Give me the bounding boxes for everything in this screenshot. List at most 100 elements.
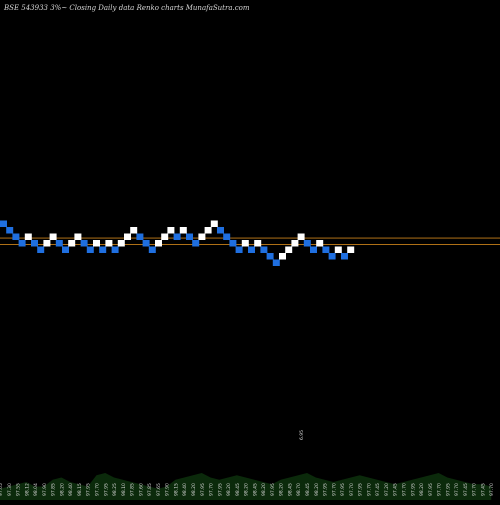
brick-13 (80, 240, 88, 247)
volume-annotation: 6.95 (299, 430, 305, 440)
volume-label-2: 97.55 (16, 483, 22, 496)
volume-label-50: 97.70 (437, 483, 443, 496)
volume-label-8: 98.40 (68, 483, 74, 496)
volume-label-31: 97.95 (270, 483, 276, 496)
brick-37 (229, 240, 237, 247)
brick-39 (241, 240, 249, 247)
volume-label-51: 97.95 (445, 483, 451, 496)
volume-label-55: 97.45 (480, 483, 486, 496)
brick-4 (24, 233, 32, 240)
volume-label-54: 97.70 (472, 483, 478, 496)
brick-20 (124, 233, 131, 240)
volume-label-5: 97.90 (42, 483, 48, 496)
brick-19 (117, 240, 125, 247)
volume-area (0, 473, 492, 500)
volume-label-1: 97.30 (7, 483, 13, 496)
brick-26 (161, 233, 169, 240)
brick-33 (204, 227, 212, 234)
volume-label-16: 97.60 (138, 483, 144, 496)
volume-label-45: 97.45 (393, 483, 399, 496)
brick-52 (322, 246, 330, 253)
brick-44 (272, 259, 280, 266)
brick-6 (37, 246, 45, 253)
volume-label-10: 97.95 (86, 483, 92, 496)
volume-label-44: 97.20 (384, 483, 390, 496)
brick-10 (62, 246, 69, 253)
brick-14 (86, 246, 94, 253)
brick-3 (18, 240, 26, 247)
volume-label-18: 97.65 (156, 483, 162, 496)
volume-label-9: 98.15 (77, 483, 83, 496)
brick-18 (111, 246, 119, 253)
volume-label-37: 97.95 (323, 483, 329, 496)
brick-36 (223, 233, 231, 240)
volume-label-0: 97.05 (0, 483, 4, 496)
volume-label-34: 98.70 (296, 483, 302, 496)
brick-49 (303, 240, 311, 247)
brick-15 (93, 240, 100, 247)
brick-8 (49, 233, 57, 240)
brick-56 (347, 246, 355, 253)
volume-label-13: 98.25 (112, 483, 118, 496)
volume-label-14: 98.10 (121, 483, 127, 496)
volume-label-4: 98.04 (33, 483, 39, 496)
volume-label-15: 97.85 (130, 483, 136, 496)
brick-7 (43, 240, 51, 247)
brick-40 (248, 246, 255, 253)
volume-label-20: 98.15 (173, 483, 179, 496)
brick-55 (341, 253, 348, 260)
brick-17 (105, 240, 113, 247)
brick-9 (55, 240, 63, 247)
brick-27 (167, 227, 175, 234)
brick-0 (0, 220, 7, 227)
volume-label-23: 97.95 (200, 483, 206, 496)
brick-46 (285, 246, 293, 253)
volume-label-17: 97.85 (147, 483, 153, 496)
volume-label-38: 97.70 (331, 483, 337, 496)
volume-label-29: 98.45 (252, 483, 258, 496)
volume-label-22: 98.20 (191, 483, 197, 496)
brick-22 (136, 233, 144, 240)
chart-title: BSE 543933 3%~ Closing Daily data Renko … (4, 4, 250, 12)
volume-label-30: 98.20 (261, 483, 267, 496)
brick-16 (99, 246, 107, 253)
brick-48 (297, 233, 305, 240)
volume-label-32: 98.20 (279, 483, 285, 496)
volume-label-46: 97.70 (402, 483, 408, 496)
volume-label-21: 98.40 (182, 483, 188, 496)
volume-label-11: 97.70 (94, 483, 100, 496)
volume-label-36: 98.20 (314, 483, 320, 496)
brick-23 (142, 240, 150, 247)
volume-label-7: 98.20 (59, 483, 65, 496)
brick-38 (235, 246, 243, 253)
brick-5 (31, 240, 38, 247)
volume-label-52: 97.70 (454, 483, 460, 496)
volume-label-49: 97.95 (428, 483, 434, 496)
brick-47 (291, 240, 299, 247)
volume-label-39: 97.95 (340, 483, 346, 496)
volume-label-33: 98.45 (287, 483, 293, 496)
volume-label-26: 98.20 (226, 483, 232, 496)
volume-label-48: 98.20 (419, 483, 425, 496)
brick-11 (68, 240, 76, 247)
brick-42 (260, 246, 268, 253)
brick-50 (310, 246, 317, 253)
volume-label-41: 97.95 (358, 483, 364, 496)
volume-label-42: 97.70 (366, 483, 372, 496)
volume-label-47: 97.95 (410, 483, 416, 496)
brick-21 (130, 227, 138, 234)
brick-31 (192, 240, 200, 247)
brick-12 (74, 233, 82, 240)
volume-label-28: 98.20 (244, 483, 250, 496)
brick-29 (179, 227, 187, 234)
brick-28 (173, 233, 181, 240)
volume-label-12: 97.95 (103, 483, 109, 496)
brick-35 (217, 227, 224, 234)
brick-53 (328, 253, 336, 260)
volume-label-40: 97.70 (349, 483, 355, 496)
brick-30 (186, 233, 193, 240)
brick-54 (334, 246, 342, 253)
volume-label-56: 97.70 (489, 483, 495, 496)
